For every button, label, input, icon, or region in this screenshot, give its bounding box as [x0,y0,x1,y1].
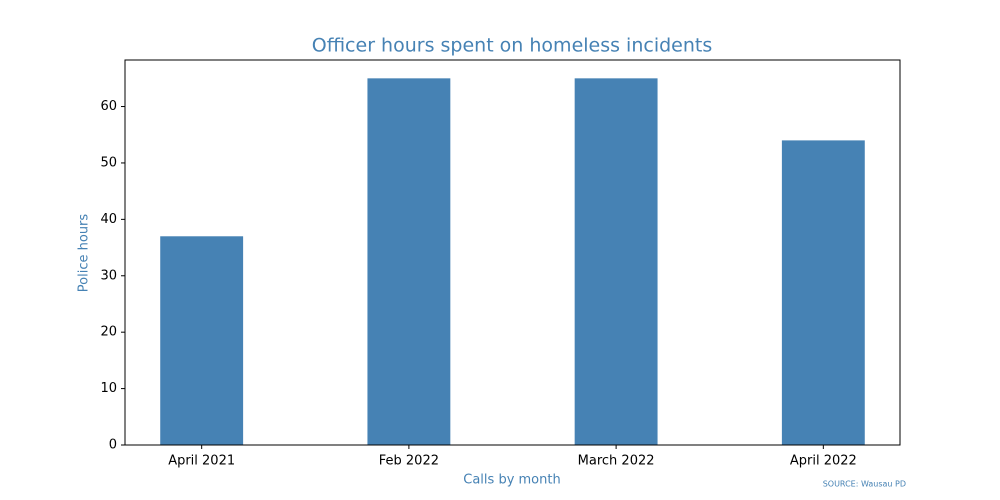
source-note: SOURCE: Wausau PD [823,480,906,489]
x-tick-label: April 2022 [790,454,857,469]
y-tick-label: 50 [100,155,117,170]
chart-title: Officer hours spent on homeless incident… [312,35,713,57]
y-tick-label: 20 [100,325,117,340]
x-axis-label: Calls by month [463,473,560,488]
y-tick-label: 0 [109,438,117,453]
y-tick-label: 60 [100,99,117,114]
x-tick-label: Feb 2022 [379,454,439,469]
y-tick-label: 30 [100,268,117,283]
plot-frame [124,59,901,446]
y-tick-label: 40 [100,212,117,227]
y-axis-label: Police hours [77,214,92,293]
x-tick-label: March 2022 [578,454,655,469]
x-tick-label: April 2021 [168,454,235,469]
bar [574,78,658,445]
y-tick-label: 10 [100,381,117,396]
bar [781,140,865,445]
bar [160,236,244,445]
bar [367,78,451,445]
